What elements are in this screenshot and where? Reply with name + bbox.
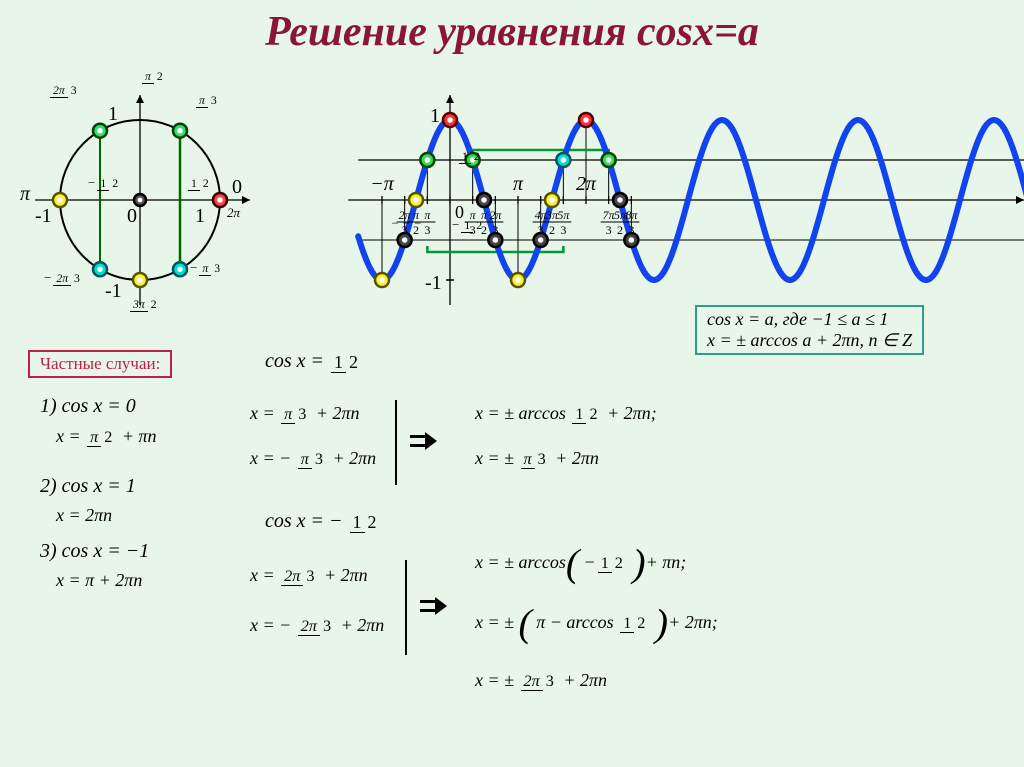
ex1-arrow bbox=[410, 432, 440, 450]
svg-text:2: 2 bbox=[617, 223, 623, 237]
ex1-l2: x = − π3 + 2πn bbox=[250, 448, 376, 469]
ex2-header: cos x = − 12 bbox=[265, 510, 382, 533]
circle-label-2pi3: 2π3 bbox=[48, 82, 82, 98]
svg-text:−: − bbox=[414, 216, 421, 230]
circle-label-negpi3: −π3 bbox=[190, 260, 225, 276]
ex2-l1: x = 2π3 + 2πn bbox=[250, 565, 368, 586]
svg-text:3: 3 bbox=[560, 223, 566, 237]
formula-line-2: x = ± arccos a + 2πn, n ∈ Z bbox=[707, 330, 912, 351]
circle-label-neg2pi3: −2π3 bbox=[44, 270, 85, 286]
ex2-r2: x = ± ( π − arccos 12 )+ 2πn; bbox=[475, 610, 718, 638]
case1-title: 1) cos x = 0 bbox=[40, 395, 136, 418]
ex1-r2: x = ± π3 + 2πn bbox=[475, 448, 599, 469]
ex2-vbar bbox=[405, 560, 407, 655]
ex2-arrow bbox=[420, 597, 450, 615]
ex1-header: cos x = 12 bbox=[265, 350, 363, 373]
svg-text:8π: 8π bbox=[625, 208, 638, 222]
svg-text:3: 3 bbox=[424, 223, 430, 237]
svg-text:3: 3 bbox=[538, 223, 544, 237]
formula-line-1: cos x = a, где −1 ≤ a ≤ 1 bbox=[707, 309, 912, 330]
case3-title: 3) cos x = −1 bbox=[40, 540, 149, 563]
circle-label-1-right: 1 bbox=[195, 205, 205, 228]
circle-label-0-right: 0 bbox=[232, 176, 242, 199]
svg-text:3: 3 bbox=[492, 223, 498, 237]
svg-text:3: 3 bbox=[606, 223, 612, 237]
circle-label-pi2: π2 bbox=[140, 68, 168, 84]
circle-label-3pi2: 3π2 bbox=[128, 296, 162, 312]
circle-label-minus1-bot: -1 bbox=[105, 280, 122, 303]
special-cases-box: Частные случаи: bbox=[28, 350, 172, 378]
diagram-canvas: −ππ2π−2π3−π2−π3π3π22π34π33π25π37π35π28π3 bbox=[0, 0, 1024, 767]
ex1-l1: x = π3 + 2πn bbox=[250, 403, 360, 424]
graph-label-neg1: -1 bbox=[425, 272, 442, 295]
svg-text:π: π bbox=[424, 208, 431, 222]
circle-label-2pi: 2π bbox=[227, 205, 240, 221]
svg-text:3: 3 bbox=[628, 223, 634, 237]
svg-text:−: − bbox=[392, 216, 399, 230]
ex1-vbar bbox=[395, 400, 397, 485]
svg-text:2: 2 bbox=[549, 223, 555, 237]
circle-label-pi3: π3 bbox=[194, 92, 222, 108]
circle-label-0: 0 bbox=[127, 205, 137, 228]
graph-label-half: 12 bbox=[457, 148, 485, 164]
ex2-l2: x = − 2π3 + 2πn bbox=[250, 615, 384, 636]
circle-label-half-right: 12 bbox=[186, 175, 214, 191]
circle-label-pi: π bbox=[20, 183, 30, 206]
circle-label-neghalf: −12 bbox=[88, 175, 123, 191]
case1-sol: x = π2 + πn bbox=[56, 426, 157, 447]
graph-label-1: 1 bbox=[430, 105, 440, 128]
svg-text:5π: 5π bbox=[557, 208, 570, 222]
formula-box: cos x = a, где −1 ≤ a ≤ 1 x = ± arccos a… bbox=[695, 305, 924, 355]
circle-label-minus1-left: -1 bbox=[35, 205, 52, 228]
case2-title: 2) cos x = 1 bbox=[40, 475, 136, 498]
case3-sol: x = π + 2πn bbox=[56, 570, 142, 591]
svg-text:−π: −π bbox=[370, 173, 394, 195]
svg-text:π: π bbox=[513, 173, 524, 195]
ex2-r1: x = ± arccos( −12 )+ πn; bbox=[475, 550, 686, 578]
circle-label-1-top: 1 bbox=[108, 103, 118, 126]
ex1-r1: x = ± arccos 12 + 2πn; bbox=[475, 403, 657, 424]
svg-text:2π: 2π bbox=[576, 173, 597, 195]
svg-text:−: − bbox=[403, 216, 410, 230]
graph-label-neghalf: −12 bbox=[452, 217, 487, 233]
case2-sol: x = 2πn bbox=[56, 505, 112, 526]
svg-text:2π: 2π bbox=[489, 208, 502, 222]
ex2-r3: x = ± 2π3 + 2πn bbox=[475, 670, 607, 691]
